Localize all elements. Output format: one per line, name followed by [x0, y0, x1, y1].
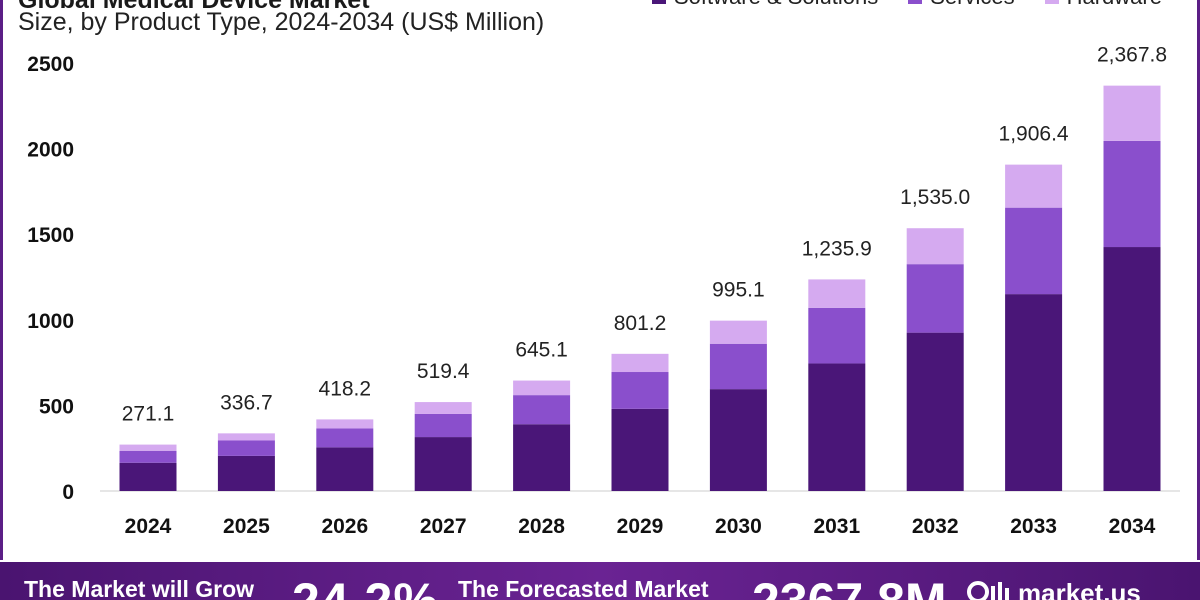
bar-segment-software	[316, 447, 374, 491]
legend-item-services: Services	[908, 0, 1015, 10]
bar-total-label: 418.2	[319, 377, 372, 400]
x-tick-label: 2025	[223, 515, 270, 538]
footer-grow-text: The Market will Grow	[24, 576, 255, 600]
bar-segment-software	[808, 363, 866, 491]
x-tick-label: 2029	[617, 515, 664, 538]
bar-segment-hardware	[1005, 164, 1063, 208]
bar-segment-software	[217, 455, 275, 491]
bar-segment-services	[513, 395, 571, 425]
legend-label-services: Services	[930, 0, 1014, 10]
bar-total-label: 271.1	[122, 403, 175, 426]
bar-segment-hardware	[513, 380, 571, 396]
frame-left-border	[0, 0, 3, 560]
footer-forecast-value: 2367.8M	[752, 572, 947, 600]
bar-segment-software	[1005, 294, 1063, 491]
bar-segment-services	[217, 440, 275, 456]
legend-swatch-services	[908, 0, 923, 4]
bar-total-label: 336.7	[220, 391, 273, 414]
x-tick-label: 2034	[1109, 515, 1156, 538]
bar-total-label: 1,906.4	[999, 123, 1069, 146]
bar-segment-services	[808, 307, 866, 364]
x-tick-label: 2026	[321, 515, 368, 538]
bar-segment-hardware	[414, 402, 472, 414]
bar-total-label: 2,367.8	[1097, 44, 1167, 67]
y-tick-label: 2500	[27, 53, 74, 76]
y-tick-label: 0	[62, 481, 74, 504]
bar-segment-software	[906, 332, 964, 491]
market-us-logo-icon	[967, 581, 1009, 600]
bar-segment-hardware	[1103, 85, 1161, 141]
frame-right-border	[1197, 0, 1200, 560]
y-tick-label: 1000	[27, 310, 74, 333]
x-tick-label: 2027	[420, 515, 467, 538]
bar-total-label: 645.1	[515, 339, 568, 362]
bar-segment-software	[513, 424, 571, 491]
y-tick-label: 500	[39, 395, 74, 418]
x-tick-label: 2031	[813, 515, 860, 538]
x-tick-label: 2033	[1010, 515, 1057, 538]
footer-forecast-text: The Forecasted Market	[458, 576, 709, 600]
bar-total-label: 995.1	[712, 279, 765, 302]
chart-legend: Software & Solutions Services Hardware	[652, 0, 1162, 10]
legend-label-hardware: Hardware	[1067, 0, 1162, 10]
chart-subtitle: Size, by Product Type, 2024-2034 (US$ Mi…	[18, 8, 545, 36]
stacked-bar-chart: 0 500 1000 1500 2000 2500 271.1 2024 336.7 2025 41…	[27, 44, 1180, 538]
y-tick-label: 1500	[27, 224, 74, 247]
bar-total-label: 801.2	[614, 312, 667, 335]
bar-segment-services	[1005, 207, 1063, 295]
legend-item-software: Software & Solutions	[652, 0, 878, 10]
legend-swatch-hardware	[1044, 0, 1059, 4]
bar-segment-software	[119, 462, 177, 491]
bar-segment-software	[709, 389, 767, 491]
bar-segment-services	[316, 428, 374, 448]
bar-total-label: 1,235.9	[802, 237, 872, 260]
x-tick-label: 2032	[912, 515, 959, 538]
x-tick-label: 2024	[125, 515, 172, 538]
bar-segment-hardware	[217, 433, 275, 441]
x-tick-label: 2030	[715, 515, 762, 538]
bar-segment-services	[906, 264, 964, 333]
legend-item-hardware: Hardware	[1044, 0, 1162, 10]
footer-cagr-value: 24.2%	[292, 572, 439, 600]
legend-swatch-software	[652, 0, 666, 4]
chart-title: Global Medical Device Market	[18, 0, 638, 8]
bar-segment-services	[414, 413, 472, 438]
y-tick-label: 2000	[27, 139, 74, 162]
bar-segment-hardware	[808, 279, 866, 308]
bar-segment-services	[709, 343, 767, 390]
bar-segment-hardware	[906, 228, 964, 265]
bar-segment-hardware	[119, 444, 177, 451]
bar-segment-software	[1103, 247, 1161, 491]
bar-total-label: 519.4	[417, 360, 470, 383]
footer-logo-text: market.us	[1018, 578, 1141, 600]
bar-segment-software	[414, 437, 472, 491]
bar-segment-services	[119, 450, 177, 463]
bar-segment-hardware	[709, 320, 767, 344]
bar-segment-services	[611, 372, 669, 409]
bar-segment-software	[611, 408, 669, 491]
bar-total-label: 1,535.0	[900, 186, 970, 209]
legend-label-software: Software & Solutions	[674, 0, 878, 10]
footer-banner: The Market will Grow 24.2% The Forecaste…	[0, 562, 1200, 600]
bar-segment-services	[1103, 140, 1161, 248]
x-tick-label: 2028	[518, 515, 565, 538]
bar-segment-hardware	[611, 353, 669, 373]
bar-segment-hardware	[316, 419, 374, 429]
